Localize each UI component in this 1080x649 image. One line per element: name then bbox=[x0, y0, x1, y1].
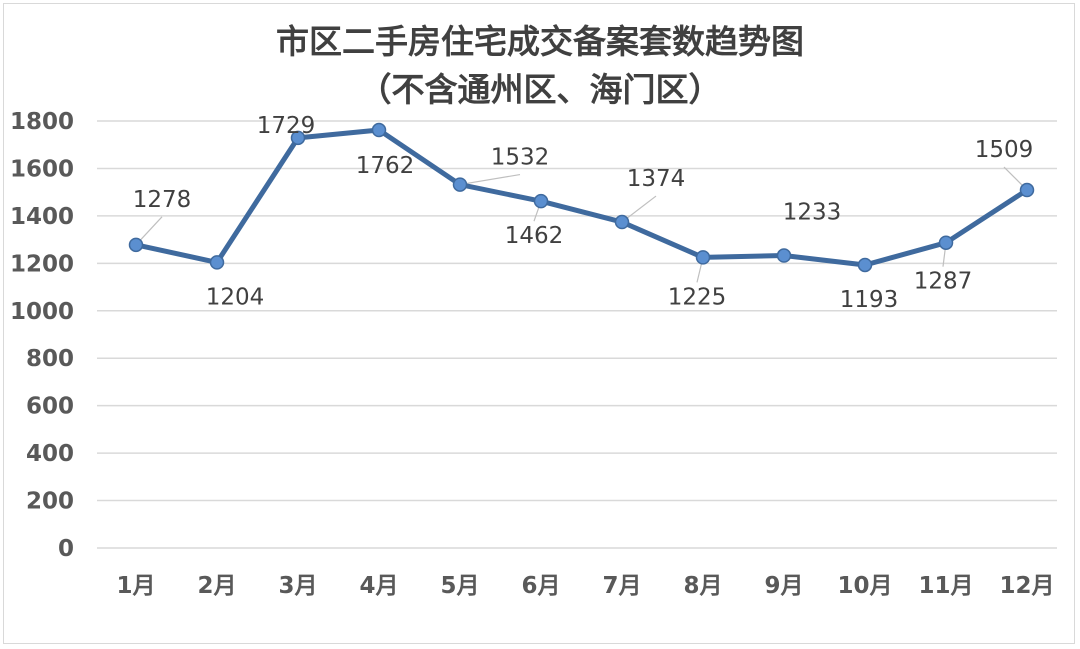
data-label: 1193 bbox=[840, 287, 899, 313]
x-tick-label: 11月 bbox=[918, 573, 973, 599]
y-tick-label: 1800 bbox=[10, 109, 74, 135]
chart-subtitle: （不含通州区、海门区） bbox=[358, 70, 722, 109]
y-tick-label: 800 bbox=[26, 346, 74, 372]
data-label: 1729 bbox=[257, 113, 316, 139]
y-tick-label: 400 bbox=[26, 441, 74, 467]
x-tick-label: 2月 bbox=[197, 573, 236, 599]
data-label: 1233 bbox=[783, 200, 842, 226]
x-axis-ticks: 1月 2月 3月 4月 5月 6月 7月 8月 9月 10月 11月 12月 bbox=[116, 573, 1054, 599]
x-tick-label: 6月 bbox=[521, 573, 560, 599]
chart-frame bbox=[3, 3, 1075, 644]
x-tick-label: 8月 bbox=[683, 573, 722, 599]
y-tick-label: 200 bbox=[26, 489, 74, 515]
x-tick-label: 7月 bbox=[602, 573, 641, 599]
y-axis-ticks: 0 200 400 600 800 1000 1200 1400 1600 1800 bbox=[10, 109, 74, 562]
data-label: 1225 bbox=[668, 284, 727, 310]
series-markers bbox=[128, 122, 1035, 273]
data-label: 1278 bbox=[133, 187, 192, 213]
x-tick-label: 9月 bbox=[764, 573, 803, 599]
data-label: 1374 bbox=[627, 166, 686, 192]
y-tick-label: 1000 bbox=[10, 299, 74, 325]
data-label: 1532 bbox=[491, 145, 550, 171]
data-label: 1287 bbox=[914, 269, 973, 295]
data-point bbox=[938, 235, 954, 250]
y-tick-label: 600 bbox=[26, 394, 74, 420]
series-line-path bbox=[135, 127, 1029, 268]
data-point bbox=[371, 122, 387, 138]
data-labels: 1278 1204 1729 1762 1532 1462 1374 1225 1233 1193… bbox=[133, 113, 1034, 313]
data-point bbox=[533, 193, 549, 209]
data-point bbox=[452, 177, 468, 192]
label-leader bbox=[459, 173, 521, 186]
data-point bbox=[857, 257, 873, 273]
x-tick-label: 5月 bbox=[440, 573, 479, 599]
x-tick-label: 4月 bbox=[359, 573, 398, 599]
chart-title: 市区二手房住宅成交备案套数趋势图 bbox=[276, 22, 804, 61]
data-point bbox=[128, 237, 144, 253]
y-tick-label: 1600 bbox=[10, 156, 74, 182]
data-label: 1462 bbox=[505, 223, 564, 249]
data-point bbox=[290, 130, 306, 146]
data-point bbox=[1019, 182, 1035, 198]
data-point bbox=[614, 214, 630, 230]
x-tick-label: 3月 bbox=[278, 573, 317, 599]
y-tick-label: 1400 bbox=[10, 204, 74, 230]
data-point bbox=[776, 248, 792, 263]
y-tick-label: 1200 bbox=[10, 251, 74, 277]
data-point bbox=[695, 250, 711, 265]
gridlines bbox=[97, 120, 1057, 549]
y-tick-label: 0 bbox=[58, 536, 74, 562]
x-tick-label: 10月 bbox=[837, 573, 892, 599]
data-label: 1762 bbox=[356, 153, 415, 179]
data-point bbox=[209, 255, 225, 270]
data-label: 1509 bbox=[975, 137, 1034, 163]
series-line bbox=[135, 127, 1029, 268]
data-label: 1204 bbox=[206, 284, 265, 310]
x-tick-label: 1月 bbox=[116, 573, 155, 599]
x-tick-label: 12月 bbox=[999, 573, 1054, 599]
